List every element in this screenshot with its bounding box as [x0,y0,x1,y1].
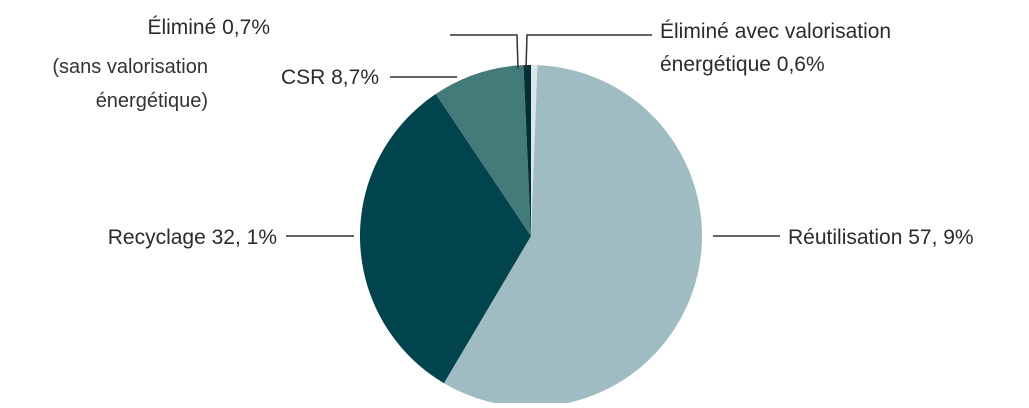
leader-eliminated-energy [525,34,652,70]
pie-slice-éliminé-avec-valorisation-énergétique [531,64,538,236]
label-eliminated: Éliminé 0,7% [147,16,270,39]
pie-slice-réutilisation [443,65,702,407]
label-eliminated-energy-line1: Éliminé avec valorisation [660,20,891,43]
label-eliminated-energy-line2: énergétique 0,6% [660,53,825,76]
label-eliminated-note-line1: (sans valorisation [52,56,208,78]
pie-slice-csr [435,65,531,236]
pie-slice-recyclage [359,93,531,384]
leader-eliminated [450,34,519,70]
pie-slice-éliminé [523,65,531,236]
label-reutilisation: Réutilisation 57, 9% [788,226,974,249]
label-recyclage: Recyclage 32, 1% [108,226,277,249]
label-csr: CSR 8,7% [281,66,379,89]
leader-lines [286,34,780,237]
slices-layer [359,64,702,407]
label-eliminated-note-line2: énergétique) [96,90,208,112]
